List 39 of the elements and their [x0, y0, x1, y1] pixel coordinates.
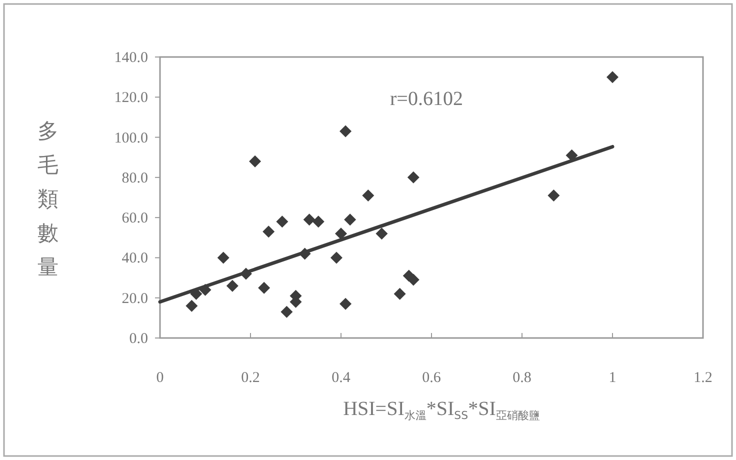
x-tick-label: 0.4	[332, 370, 351, 386]
x-tick-label: 0	[156, 370, 164, 386]
point	[407, 171, 420, 184]
point	[262, 226, 275, 238]
point	[548, 189, 560, 202]
x-axis-title: HSI=SI$_{水溫}$*SI$_{SS}$*SI$_{亞硝酸鹽}$	[343, 398, 540, 422]
point	[340, 125, 352, 138]
y-tick-label: 60.0	[122, 210, 148, 227]
x-tick-label: 1	[608, 370, 616, 386]
y-tick-label: 20.0	[122, 290, 148, 307]
y-tick-label: 140.0	[114, 50, 148, 66]
point	[276, 216, 288, 228]
point	[394, 288, 406, 300]
y-tick-label: 40.0	[122, 250, 148, 267]
y-tick-label: 0.0	[129, 331, 148, 347]
point	[362, 189, 374, 202]
y-tick-label: 80.0	[122, 170, 148, 186]
point	[258, 282, 270, 294]
x-tick-label: 1.2	[694, 370, 712, 386]
y-axis-title: 多毛類數量	[38, 119, 58, 279]
point	[335, 228, 347, 240]
point	[344, 214, 356, 226]
x-tick-label: 0.6	[422, 370, 442, 386]
point	[330, 252, 342, 264]
point	[312, 216, 324, 228]
y-tick-label: 100.0	[114, 130, 148, 146]
annotation: r=0.6102	[390, 88, 463, 110]
y-tick-label: 120.0	[114, 90, 148, 106]
point	[340, 298, 352, 310]
point	[217, 252, 230, 264]
point	[249, 155, 262, 168]
x-tick-label: 0.8	[512, 370, 532, 386]
x-tick-label: 0.2	[241, 370, 260, 386]
point	[280, 306, 293, 318]
point	[226, 280, 238, 292]
point	[303, 214, 316, 226]
point	[606, 71, 618, 84]
point	[186, 300, 198, 312]
point	[376, 228, 388, 240]
